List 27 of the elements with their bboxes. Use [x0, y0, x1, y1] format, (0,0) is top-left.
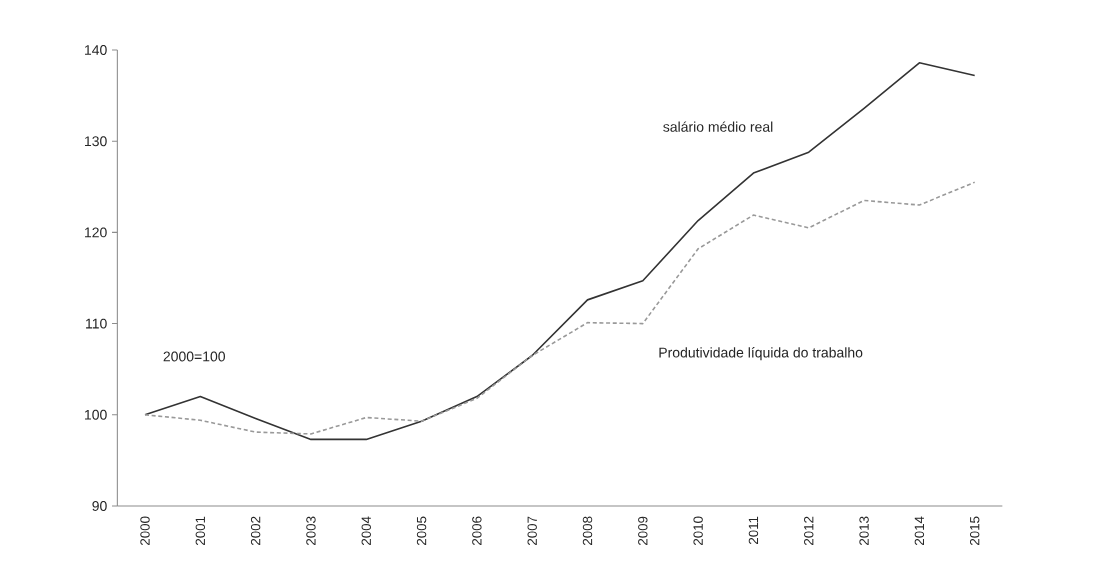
y-tick-label: 140	[85, 45, 107, 55]
annotation: 2000=100	[163, 351, 226, 362]
x-tick-label: 2005	[416, 516, 427, 546]
y-tick-label: 120	[85, 227, 107, 238]
x-tick-label: 2000	[140, 516, 150, 546]
text: Produtividade líquida do trabalho	[659, 347, 863, 361]
x-tick-label: 2015	[969, 516, 980, 546]
line-series	[144, 61, 976, 441]
line-series	[144, 181, 976, 435]
y-tick-label: 90	[92, 501, 107, 511]
x-tick-label: 2013	[859, 516, 869, 546]
x-tick-label: 2007	[527, 516, 537, 546]
x-tick-label: 2012	[804, 516, 814, 546]
y-tick-label: 110	[86, 318, 107, 329]
x-tick-label: 2010	[693, 516, 703, 546]
x-tick-label: 2009	[638, 516, 648, 546]
x-tick-label: 2001	[195, 516, 206, 546]
x-tick-label: 2002	[250, 516, 261, 546]
y-tick-label: 100	[85, 409, 107, 420]
x-tick-label: 2011	[748, 516, 759, 545]
x-tick-label: 2003	[306, 516, 316, 546]
y-tick-label: 130	[85, 136, 107, 147]
x-tick-label: 2006	[472, 516, 482, 546]
x-tick-label: 2008	[582, 516, 593, 546]
x-tick-label: 2004	[361, 516, 371, 546]
x-tick-label: 2014	[914, 516, 925, 546]
text: salário médio real	[663, 121, 773, 132]
